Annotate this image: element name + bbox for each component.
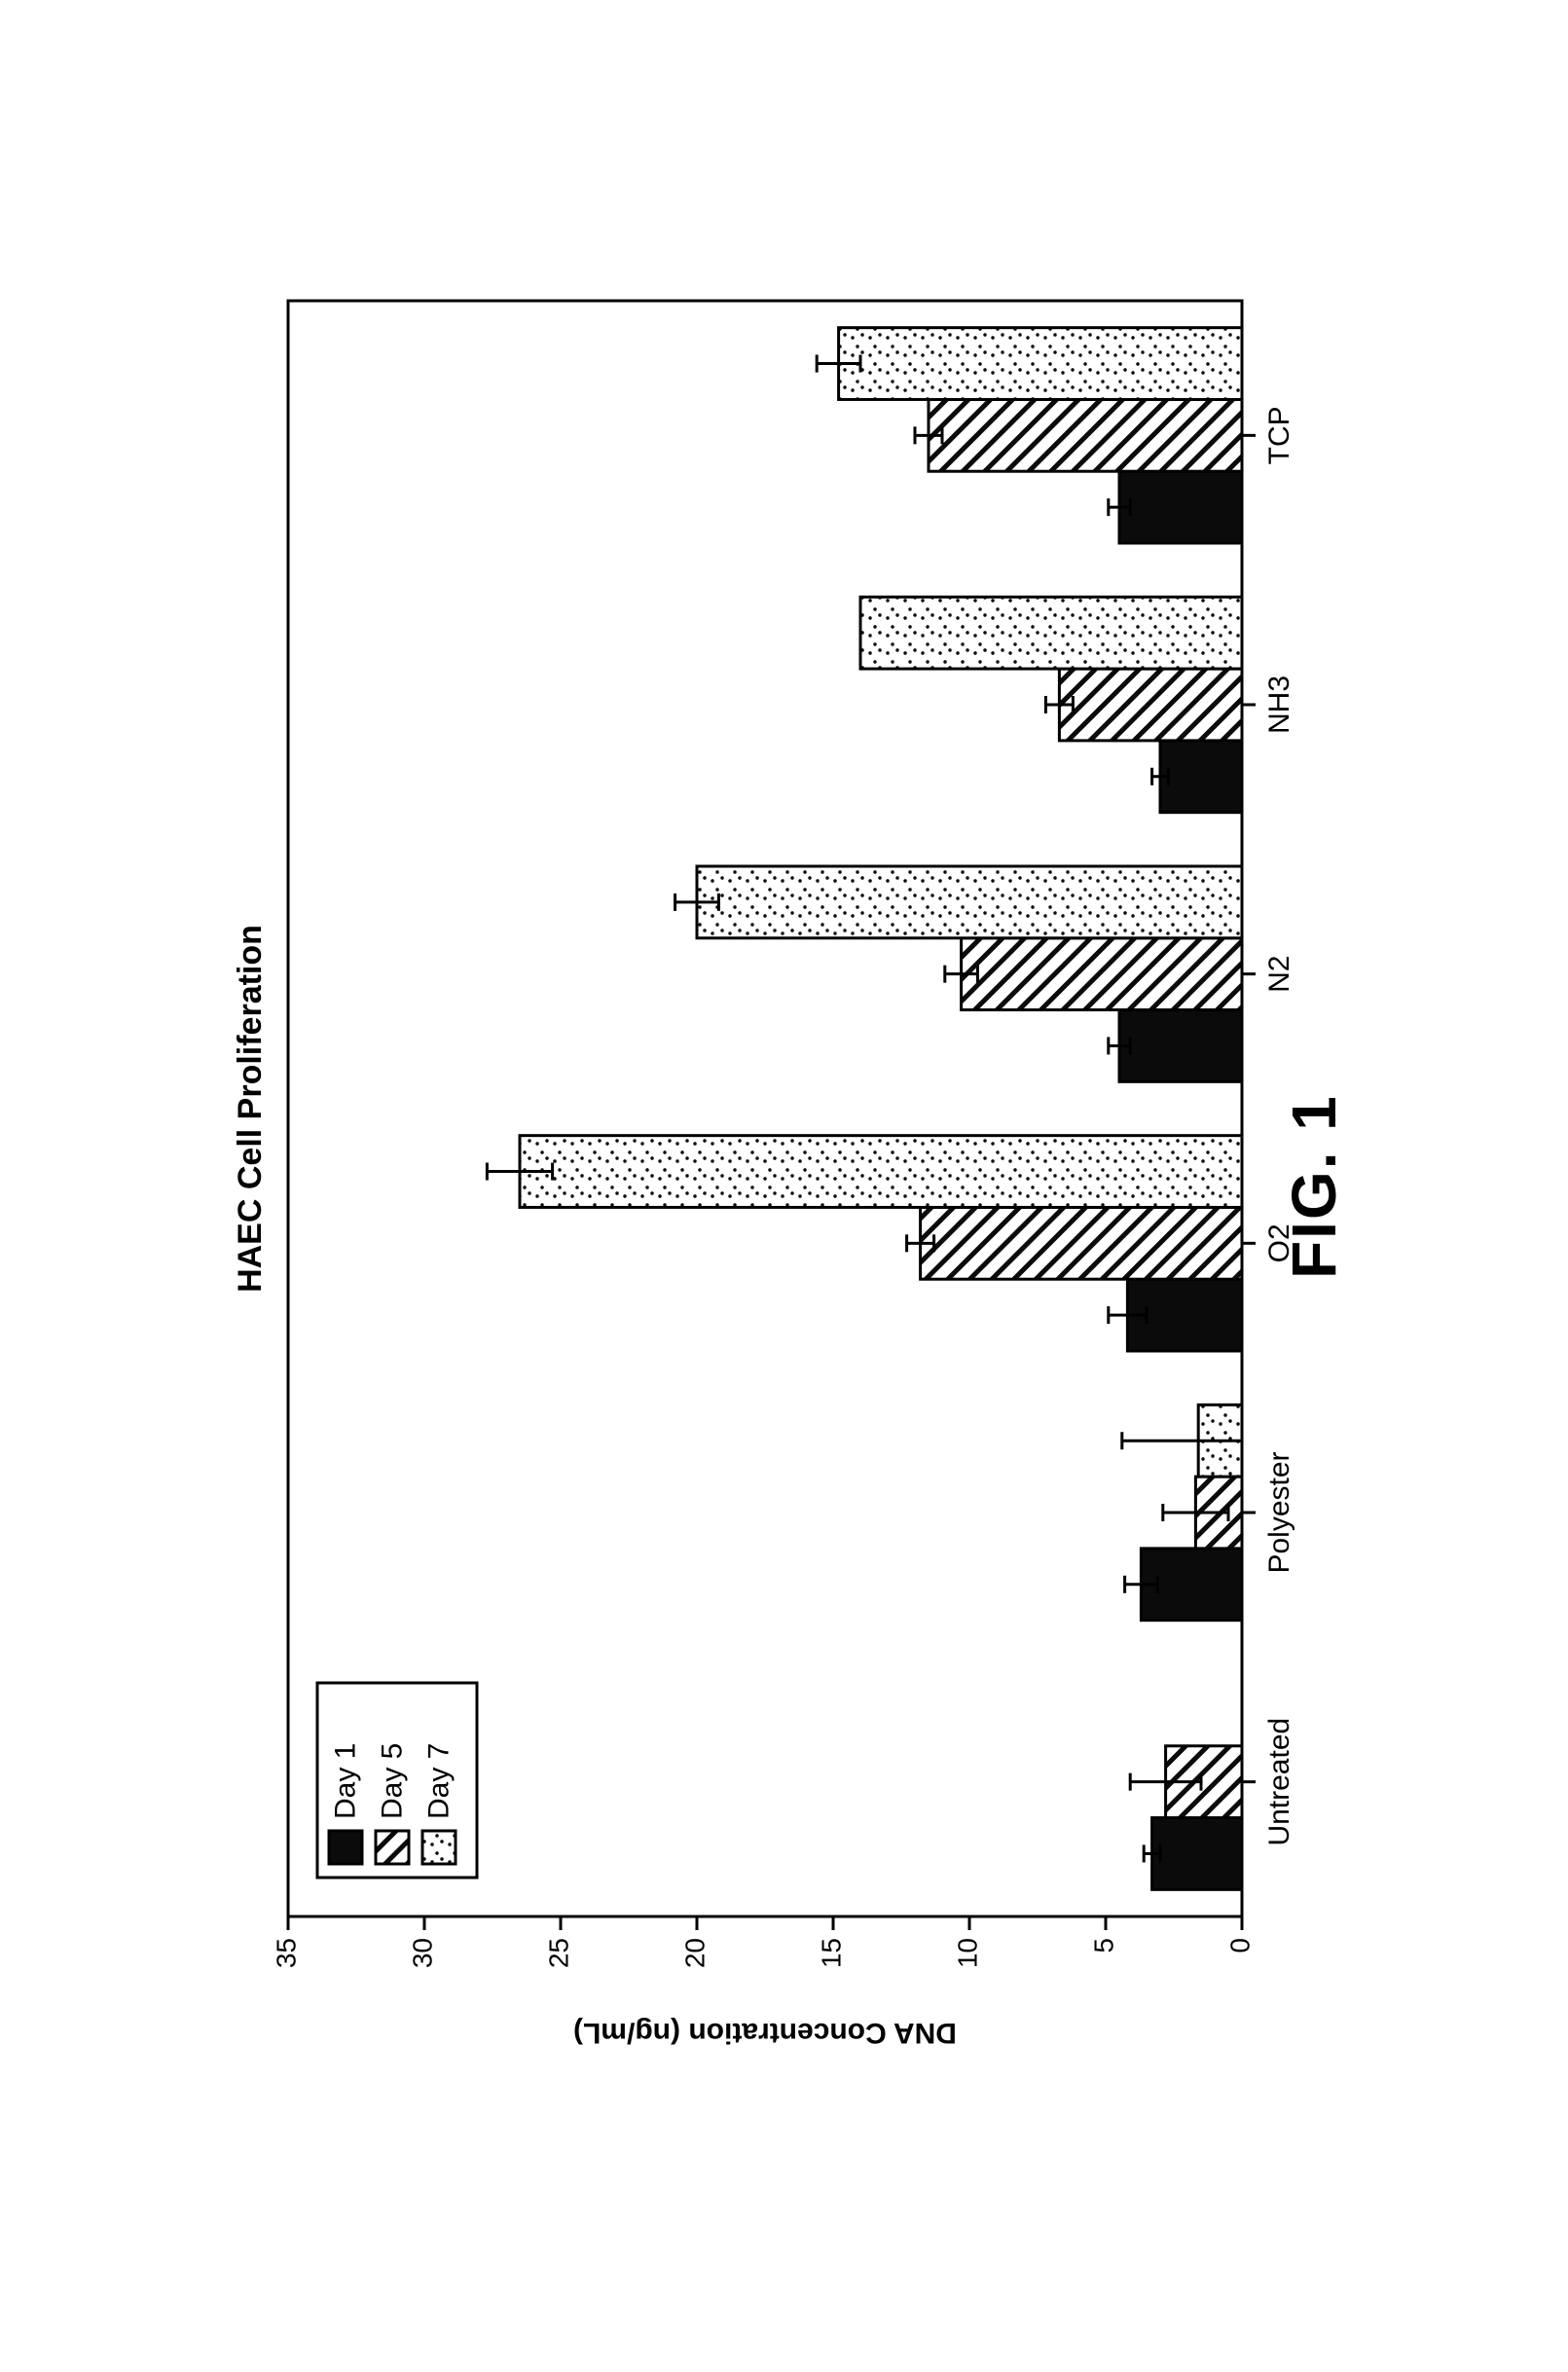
- bar: [920, 1207, 1241, 1279]
- chart-container: 0 5 10 15 20 25 30 35 DNA Concentration (ng/mL) H…: [201, 262, 1368, 2111]
- svg-text:Untreated: Untreated: [1263, 1717, 1295, 1845]
- bar: [520, 1135, 1242, 1207]
- svg-text:35: 35: [271, 1938, 301, 1968]
- svg-text:N2: N2: [1263, 955, 1295, 992]
- svg-text:HAEC Cell Proliferation: HAEC Cell Proliferation: [232, 925, 269, 1293]
- bar: [838, 327, 1241, 399]
- svg-text:NH3: NH3: [1263, 675, 1295, 733]
- svg-text:30: 30: [407, 1938, 437, 1968]
- svg-text:5: 5: [1088, 1938, 1118, 1953]
- bar: [1119, 471, 1242, 543]
- bar: [860, 597, 1242, 669]
- bar: [961, 937, 1241, 1009]
- bar: [1160, 740, 1242, 812]
- svg-text:0: 0: [1224, 1938, 1255, 1953]
- figure-caption: FIG. 1: [1278, 1094, 1350, 1279]
- svg-text:10: 10: [952, 1938, 982, 1968]
- svg-text:DNA Concentration (ng/mL): DNA Concentration (ng/mL): [573, 2017, 957, 2049]
- bar: [1151, 1817, 1241, 1889]
- legend-swatch: [329, 1831, 362, 1864]
- svg-text:15: 15: [816, 1938, 846, 1968]
- page: 0 5 10 15 20 25 30 35 DNA Concentration (ng/mL) H…: [0, 0, 1568, 2372]
- svg-text:20: 20: [679, 1938, 710, 1968]
- bar: [697, 866, 1242, 938]
- bar: [1119, 1009, 1242, 1081]
- legend-swatch: [376, 1831, 409, 1864]
- legend-label: Day 5: [376, 1742, 408, 1818]
- bar-chart: 0 5 10 15 20 25 30 35 DNA Concentration (ng/mL) H…: [201, 262, 1368, 2111]
- svg-text:Polyester: Polyester: [1263, 1451, 1295, 1573]
- bar: [1059, 669, 1242, 741]
- bar: [929, 399, 1242, 471]
- legend-label: Day 7: [422, 1742, 455, 1818]
- svg-text:TCP: TCP: [1263, 406, 1295, 464]
- legend-label: Day 1: [329, 1742, 361, 1818]
- svg-text:25: 25: [543, 1938, 573, 1968]
- legend-swatch: [422, 1831, 456, 1864]
